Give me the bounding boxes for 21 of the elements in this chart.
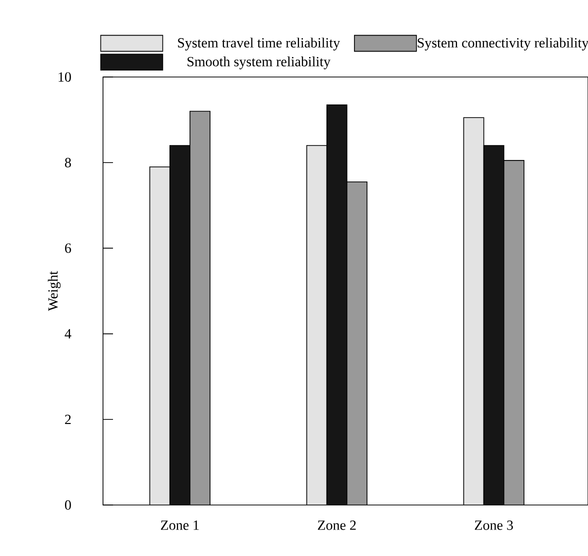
bar — [149, 166, 170, 505]
bar — [190, 110, 210, 505]
bar — [503, 160, 524, 505]
x-tick-label: Zone 1 — [160, 520, 199, 530]
y-tick-label: 4 — [64, 329, 72, 338]
y-tick-label: 6 — [65, 243, 72, 253]
y-tick-label: 2 — [65, 414, 71, 424]
y-axis-title: Weight — [48, 271, 61, 312]
bar — [326, 104, 348, 505]
legend-label: Smooth system reliability — [188, 56, 330, 70]
bar — [169, 145, 190, 505]
y-tick-label: 8 — [65, 158, 71, 168]
bar — [483, 145, 504, 505]
legend-label: System travel time reliability — [178, 38, 340, 50]
bar — [346, 181, 368, 505]
x-tick-label: Zone 2 — [318, 520, 356, 530]
y-tick-label: 0 — [65, 500, 71, 510]
bar — [306, 145, 328, 505]
bar — [463, 117, 484, 505]
x-tick-label: Zone 3 — [474, 520, 513, 530]
y-tick-label: 10 — [58, 72, 71, 82]
